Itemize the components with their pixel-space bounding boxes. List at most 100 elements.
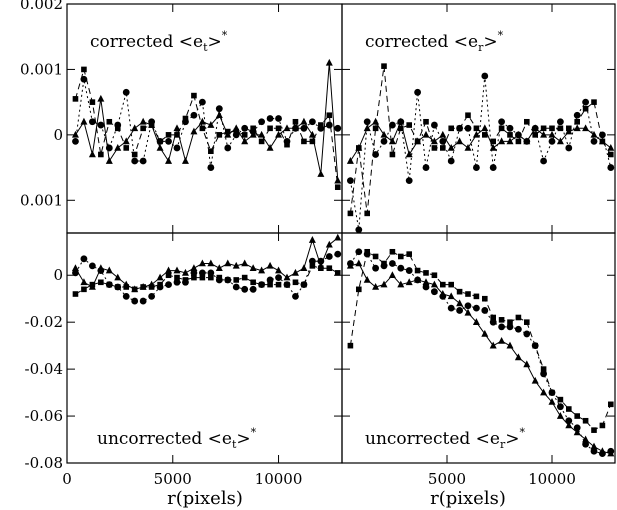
data-point-circle xyxy=(506,124,514,132)
data-point-triangle xyxy=(181,268,189,276)
data-point-circle xyxy=(431,288,438,296)
data-point-square xyxy=(498,317,505,323)
data-point-triangle xyxy=(300,264,308,272)
data-point-circle xyxy=(515,325,522,333)
data-point-triangle xyxy=(422,278,430,286)
data-point-triangle xyxy=(249,130,257,138)
data-point-circle xyxy=(88,262,96,270)
data-point-circle xyxy=(540,157,547,165)
data-point-square xyxy=(267,125,273,132)
data-point-circle xyxy=(80,255,88,263)
data-point-circle xyxy=(447,304,455,312)
data-point-circle xyxy=(131,297,139,305)
data-point-triangle xyxy=(241,137,249,145)
data-point-circle xyxy=(156,283,164,291)
data-point-square xyxy=(389,248,396,255)
data-point-triangle xyxy=(283,273,291,281)
data-point-circle xyxy=(397,264,405,272)
data-point-triangle xyxy=(514,130,522,138)
data-point-circle xyxy=(599,131,606,139)
data-point-square xyxy=(507,132,513,138)
series-line-circle xyxy=(75,253,338,302)
data-point-triangle xyxy=(291,268,299,276)
data-point-triangle xyxy=(173,124,181,132)
data-point-square xyxy=(131,151,138,158)
data-point-circle xyxy=(122,292,130,300)
data-point-circle xyxy=(258,118,266,126)
data-point-square xyxy=(347,210,354,217)
data-point-square xyxy=(582,417,589,424)
data-point-circle xyxy=(372,151,379,158)
data-point-square xyxy=(123,145,130,151)
data-point-square xyxy=(165,272,172,279)
data-point-circle xyxy=(80,75,88,83)
data-point-triangle xyxy=(114,273,122,281)
data-point-square xyxy=(326,112,333,119)
data-point-circle xyxy=(207,164,215,171)
data-point-circle xyxy=(456,124,463,132)
data-point-triangle xyxy=(531,376,539,384)
data-point-circle xyxy=(506,323,514,331)
data-point-triangle xyxy=(80,117,88,125)
data-point-square xyxy=(498,125,505,132)
data-point-triangle xyxy=(548,397,556,405)
data-point-square xyxy=(381,63,387,69)
data-point-square xyxy=(174,132,180,138)
data-point-square xyxy=(199,125,206,132)
data-point-circle xyxy=(198,98,206,106)
data-point-triangle xyxy=(71,130,79,138)
data-point-triangle xyxy=(456,137,464,145)
data-point-circle xyxy=(363,250,371,258)
y-tick-label: 0.001 xyxy=(20,60,63,78)
data-point-circle xyxy=(122,88,130,96)
data-point-triangle xyxy=(464,308,472,316)
data-point-circle xyxy=(405,267,413,274)
data-point-triangle xyxy=(388,137,396,145)
data-point-triangle xyxy=(198,117,206,125)
data-point-circle xyxy=(190,269,198,277)
data-point-triangle xyxy=(97,94,105,102)
data-point-square xyxy=(241,132,248,138)
data-point-square xyxy=(431,272,438,279)
data-point-triangle xyxy=(414,275,422,283)
data-point-square xyxy=(334,270,341,276)
data-point-circle xyxy=(275,115,282,122)
data-point-triangle xyxy=(489,341,497,349)
data-point-triangle xyxy=(397,280,405,288)
data-point-square xyxy=(473,125,480,132)
data-point-circle xyxy=(380,262,388,270)
data-point-triangle xyxy=(283,124,291,132)
data-point-triangle xyxy=(139,117,147,125)
data-point-circle xyxy=(548,389,556,396)
data-point-triangle xyxy=(380,280,388,288)
data-point-square xyxy=(250,279,256,286)
data-point-triangle xyxy=(114,143,122,151)
data-point-triangle xyxy=(607,449,615,457)
data-point-circle xyxy=(266,276,274,284)
data-point-circle xyxy=(148,292,156,300)
data-point-triangle xyxy=(105,157,113,164)
data-point-circle xyxy=(139,297,147,305)
data-point-triangle xyxy=(439,130,447,138)
x-tick-label: 5000 xyxy=(154,470,192,488)
y-tick-label: 0.002 xyxy=(20,0,63,13)
data-point-square xyxy=(414,267,421,274)
data-point-square xyxy=(267,281,273,288)
data-point-square xyxy=(398,253,404,260)
panel-label-bottom-right: uncorrected <er>* xyxy=(365,426,526,451)
data-point-triangle xyxy=(531,124,539,132)
data-point-triangle xyxy=(334,176,342,184)
data-point-square xyxy=(515,314,522,321)
data-point-triangle xyxy=(131,285,139,293)
y-tick-label: 0 xyxy=(53,266,63,284)
data-point-square xyxy=(440,145,446,151)
data-point-triangle xyxy=(405,150,413,158)
data-point-triangle xyxy=(317,170,325,177)
series-line-triangle xyxy=(75,237,339,290)
data-point-triangle xyxy=(430,280,438,288)
data-point-triangle xyxy=(148,121,156,128)
series-line-triangle xyxy=(75,62,339,181)
data-point-circle xyxy=(173,278,181,286)
data-point-triangle xyxy=(258,130,266,138)
y-tick-label: -0.08 xyxy=(25,454,63,472)
